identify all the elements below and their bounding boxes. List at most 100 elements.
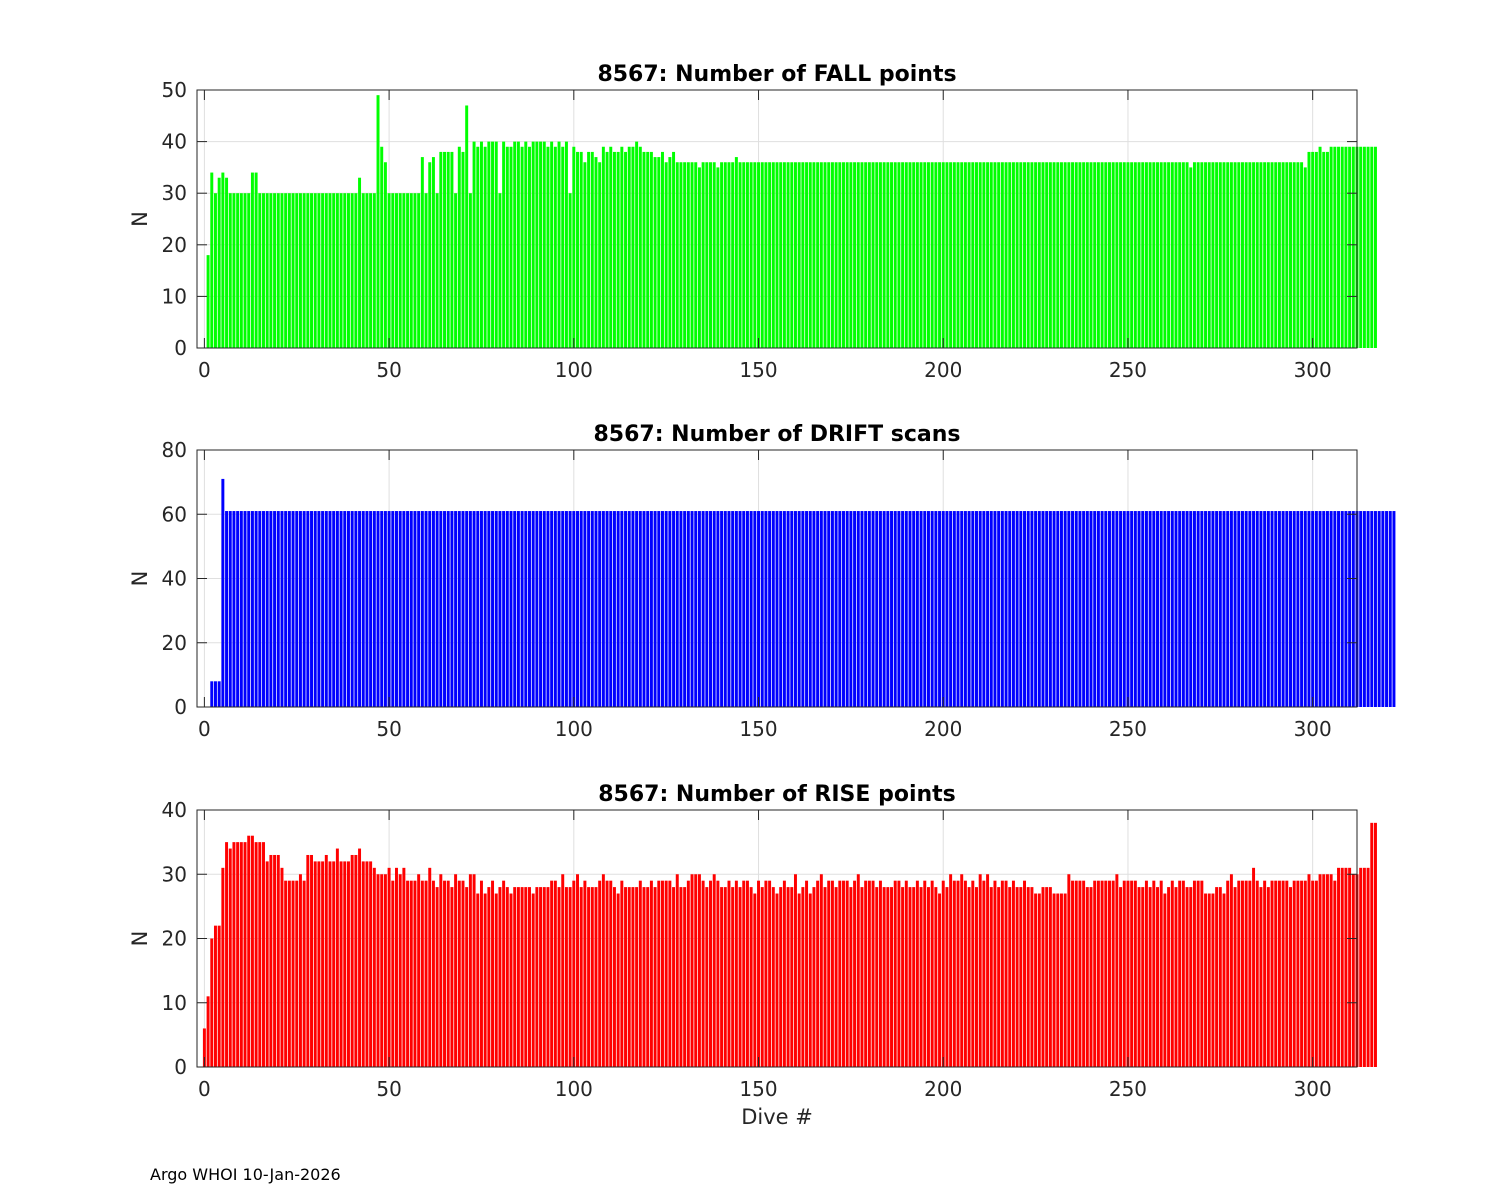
drift-bar <box>878 511 882 707</box>
fall-bar <box>1211 162 1215 348</box>
rise-bar <box>417 874 421 1067</box>
fall-bar <box>675 162 679 348</box>
rise-bar <box>1011 880 1015 1067</box>
drift-bar <box>1096 511 1100 707</box>
drift-bar <box>812 511 816 707</box>
rise-bar <box>1078 880 1082 1067</box>
fall-y-tick-label: 40 <box>162 130 187 154</box>
rise-bar <box>1071 880 1075 1067</box>
rise-bar <box>819 874 823 1067</box>
fall-bar <box>273 193 277 348</box>
rise-bar <box>1373 822 1377 1067</box>
fall-bar <box>1096 162 1100 348</box>
rise-bar <box>239 842 243 1068</box>
drift-bar <box>343 511 347 707</box>
fall-bar <box>387 193 391 348</box>
rise-bar <box>298 874 302 1067</box>
rise-bar <box>1325 874 1329 1067</box>
drift-bar <box>1237 511 1241 707</box>
fall-bar <box>890 162 893 348</box>
drift-bar <box>1045 511 1049 707</box>
fall-bar <box>975 162 978 348</box>
fall-bar <box>383 162 387 348</box>
fall-bar <box>372 193 376 348</box>
rise-bar <box>1192 880 1196 1067</box>
drift-bar <box>930 511 934 707</box>
rise-bar <box>310 854 313 1067</box>
rise-bar <box>483 893 487 1067</box>
rise-bar <box>583 880 587 1067</box>
rise-y-tick-label: 10 <box>162 991 187 1015</box>
fall-bar <box>365 193 369 348</box>
drift-bar <box>531 511 535 707</box>
rise-bar <box>690 874 694 1067</box>
drift-bar <box>967 511 971 707</box>
drift-bar <box>1259 511 1263 707</box>
drift-bar <box>1019 511 1023 707</box>
fall-y-tick-label: 10 <box>162 284 187 308</box>
rise-bar <box>287 880 291 1067</box>
fall-bar <box>291 193 295 348</box>
drift-bar <box>369 511 373 707</box>
rise-bar <box>768 880 772 1067</box>
fall-bar <box>1329 146 1333 348</box>
rise-bar <box>217 925 221 1067</box>
drift-bar <box>875 511 879 707</box>
fall-bar <box>612 151 616 348</box>
fall-bar <box>982 162 986 348</box>
drift-bar <box>295 511 299 707</box>
rise-bar <box>428 867 432 1067</box>
rise-bar <box>635 887 639 1067</box>
rise-bar <box>786 887 790 1067</box>
fall-bar <box>1034 162 1038 348</box>
drift-bar <box>284 511 288 707</box>
drift-bar <box>1285 511 1289 707</box>
fall-bar <box>354 193 358 348</box>
fall-bar <box>587 151 591 348</box>
fall-bar <box>1082 162 1086 348</box>
rise-bar <box>439 874 443 1067</box>
drift-bar <box>975 511 978 707</box>
drift-bar <box>864 511 868 707</box>
rise-bar <box>1152 880 1156 1067</box>
fall-bar <box>1030 162 1034 348</box>
rise-bar <box>1067 874 1071 1067</box>
drift-bar <box>963 511 967 707</box>
drift-bar <box>1170 511 1174 707</box>
rise-bar <box>250 835 254 1067</box>
fall-bar <box>1189 167 1193 348</box>
rise-bar <box>779 887 783 1067</box>
drift-bar <box>1292 511 1296 707</box>
rise-x-tick-label: 250 <box>1109 1077 1147 1101</box>
drift-bar <box>553 511 557 707</box>
drift-bar <box>631 511 635 707</box>
drift-bar <box>420 511 424 707</box>
fall-bar <box>1000 162 1004 348</box>
fall-bar <box>1122 162 1126 348</box>
fall-bar <box>431 157 435 348</box>
drift-bar <box>849 511 853 707</box>
fall-bar <box>1078 162 1082 348</box>
rise-bar <box>753 893 757 1067</box>
fall-bar <box>923 162 927 348</box>
drift-bar <box>1333 511 1337 707</box>
fall-bar <box>472 141 476 348</box>
rise-bar <box>420 880 424 1067</box>
fall-bar <box>439 151 443 348</box>
rise-bar <box>446 880 450 1067</box>
drift-bar <box>1303 511 1307 707</box>
fall-bar <box>635 141 639 348</box>
fall-bar <box>265 193 269 348</box>
rise-bar <box>1108 880 1111 1067</box>
fall-bar <box>908 162 912 348</box>
fall-bar <box>1115 162 1119 348</box>
rise-bar <box>398 874 402 1067</box>
fall-bar <box>576 151 579 348</box>
rise-bar <box>232 842 236 1068</box>
drift-bar <box>860 511 864 707</box>
rise-bar <box>1333 880 1337 1067</box>
rise-bar <box>468 874 472 1067</box>
drift-bar <box>1023 511 1026 707</box>
rise-bar <box>975 887 978 1067</box>
rise-bar <box>675 874 679 1067</box>
